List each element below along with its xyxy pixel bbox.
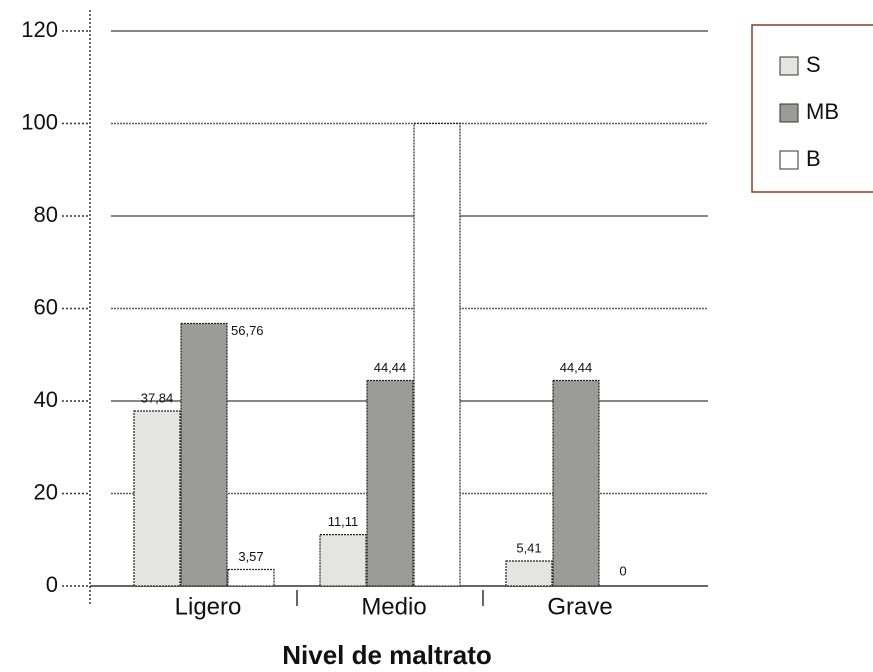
x-tick-label: Ligero [175, 593, 242, 620]
value-label: 37,84 [141, 390, 174, 405]
y-tick-label: 40 [34, 387, 58, 412]
bar [552, 379, 600, 587]
bar [505, 560, 553, 587]
bar [180, 322, 228, 587]
y-tick-label: 20 [34, 479, 58, 504]
bar [133, 410, 181, 587]
bar [366, 379, 414, 587]
value-label: 44,44 [560, 360, 593, 375]
y-tick-label: 0 [46, 572, 58, 597]
x-axis-title: Nivel de maltrato [282, 640, 492, 670]
legend-label: B [806, 146, 821, 171]
value-label: 56,76 [231, 323, 264, 338]
value-label: 3,57 [238, 549, 263, 564]
value-label: 44,44 [374, 360, 407, 375]
legend-swatch [779, 103, 799, 123]
legend-swatch [779, 56, 799, 76]
legend-swatch [779, 150, 799, 170]
bar [413, 122, 461, 587]
value-label: 0 [619, 563, 626, 578]
legend-label: MB [806, 99, 839, 124]
value-label: 11,11 [328, 514, 359, 529]
y-tick-label: 120 [21, 17, 58, 42]
x-tick-label: Grave [547, 593, 612, 620]
bar [319, 534, 367, 587]
value-label: 5,41 [516, 540, 541, 555]
y-tick-label: 60 [34, 294, 58, 319]
legend-label: S [806, 52, 821, 77]
y-tick-label: 80 [34, 202, 58, 227]
legend-box [751, 24, 873, 193]
bar [227, 568, 275, 587]
x-tick-label: Medio [361, 593, 426, 620]
y-tick-label: 100 [21, 109, 58, 134]
